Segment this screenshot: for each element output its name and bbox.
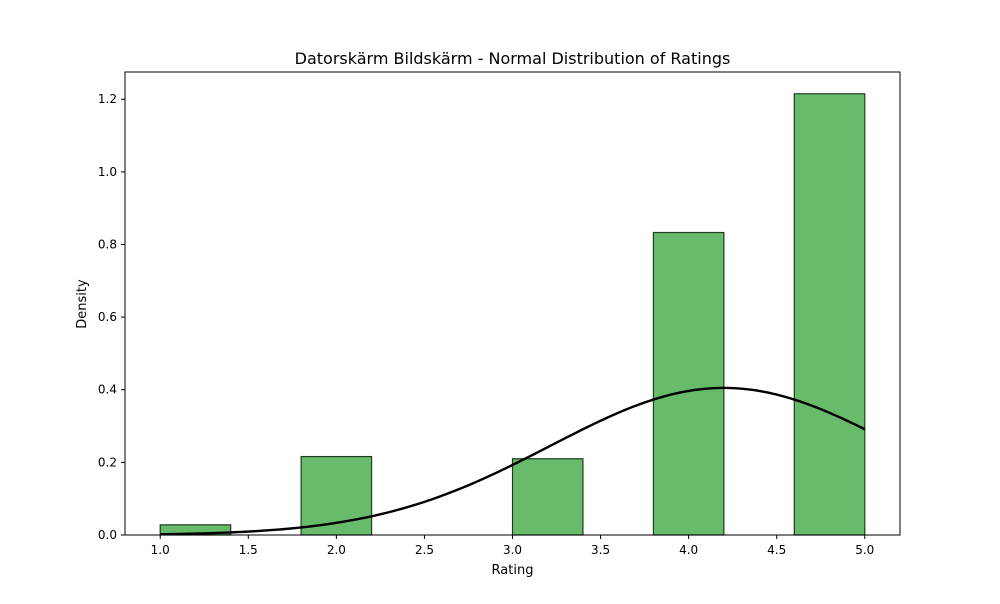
chart-title: Datorskärm Bildskärm - Normal Distributi…: [295, 49, 731, 68]
normal-curve-layer: [160, 386, 866, 536]
plot-area: [125, 72, 900, 535]
axes: 1.0 1.5 2.0 2.5 3.0 3.5 4.0 4.5 5.0 0.0 0.2 0.4 0.6 0…: [98, 71, 901, 557]
x-axis-label: Rating: [492, 563, 534, 578]
y-tick-label: 0.0: [98, 528, 117, 542]
y-tick-label: 0.8: [98, 237, 117, 251]
normal-curve: [160, 386, 866, 536]
y-tick-label: 1.0: [98, 165, 117, 179]
histogram-bar: [511, 458, 584, 536]
y-tick-label: 0.6: [98, 310, 117, 324]
x-tick-label: 2.5: [415, 543, 434, 557]
x-tick-label: 1.0: [151, 543, 170, 557]
histogram-bars: [159, 93, 866, 536]
y-tick-label: 0.2: [98, 455, 117, 469]
x-tick-label: 4.0: [679, 543, 698, 557]
x-tick-label: 2.0: [327, 543, 346, 557]
y-tick-label: 1.2: [98, 92, 117, 106]
histogram-bar: [652, 231, 725, 536]
x-tick-label: 3.5: [591, 543, 610, 557]
x-tick-label: 4.5: [767, 543, 786, 557]
histogram-bar: [793, 93, 866, 536]
x-tick-label: 1.5: [239, 543, 258, 557]
y-axis-label: Density: [75, 279, 90, 329]
x-tick-label: 5.0: [855, 543, 874, 557]
y-tick-label: 0.4: [98, 383, 117, 397]
plot-background: [125, 72, 900, 535]
x-tick-label: 3.0: [503, 543, 522, 557]
